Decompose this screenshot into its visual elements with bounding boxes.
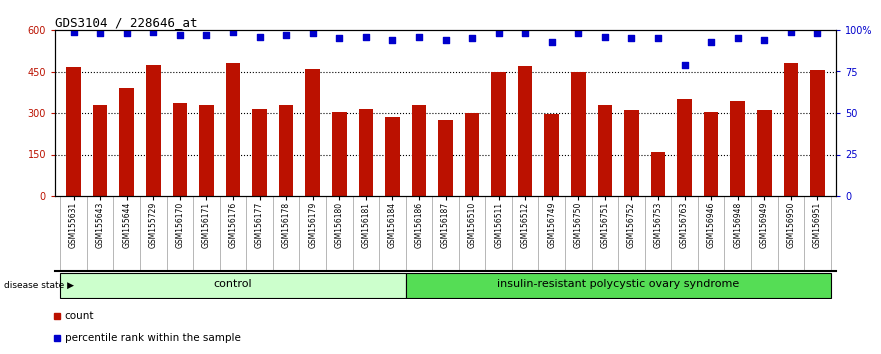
- Bar: [120, 88, 134, 196]
- Text: GSM156176: GSM156176: [228, 202, 238, 248]
- Text: GSM156171: GSM156171: [202, 202, 211, 248]
- Point: [518, 30, 532, 36]
- Text: control: control: [214, 279, 252, 290]
- Point: [412, 34, 426, 40]
- Bar: [332, 112, 346, 196]
- Point: [571, 30, 585, 36]
- Text: GSM155631: GSM155631: [69, 202, 78, 248]
- Text: GSM156170: GSM156170: [175, 202, 184, 248]
- Text: GSM156177: GSM156177: [255, 202, 264, 248]
- Text: GSM156510: GSM156510: [468, 202, 477, 248]
- Point: [332, 35, 346, 41]
- Bar: [492, 72, 506, 196]
- Bar: [306, 69, 320, 196]
- Bar: [677, 99, 692, 196]
- Point: [226, 29, 240, 34]
- Bar: [411, 105, 426, 196]
- Text: GSM156751: GSM156751: [600, 202, 610, 248]
- Text: GSM156950: GSM156950: [787, 202, 796, 249]
- Text: GSM156946: GSM156946: [707, 202, 715, 249]
- Point: [199, 32, 213, 38]
- Bar: [66, 67, 81, 196]
- Bar: [252, 109, 267, 196]
- Point: [173, 32, 187, 38]
- Bar: [278, 105, 293, 196]
- Text: GSM156948: GSM156948: [733, 202, 742, 248]
- Point: [784, 29, 798, 34]
- Bar: [93, 105, 107, 196]
- Point: [625, 35, 639, 41]
- Point: [651, 35, 665, 41]
- Text: GSM156763: GSM156763: [680, 202, 689, 249]
- Text: GSM156187: GSM156187: [441, 202, 450, 248]
- Point: [279, 32, 293, 38]
- Bar: [199, 105, 214, 196]
- Bar: [518, 66, 532, 196]
- Point: [359, 34, 373, 40]
- Point: [67, 29, 81, 34]
- Bar: [405, 273, 831, 298]
- Text: GSM155729: GSM155729: [149, 202, 158, 248]
- Point: [730, 35, 744, 41]
- Point: [93, 30, 107, 36]
- Bar: [730, 101, 745, 196]
- Text: GSM156179: GSM156179: [308, 202, 317, 248]
- Bar: [60, 273, 405, 298]
- Bar: [544, 114, 559, 196]
- Point: [677, 62, 692, 68]
- Bar: [783, 63, 798, 196]
- Bar: [811, 70, 825, 196]
- Bar: [571, 72, 586, 196]
- Bar: [651, 152, 665, 196]
- Point: [146, 29, 160, 34]
- Text: GSM156180: GSM156180: [335, 202, 344, 248]
- Text: count: count: [65, 310, 94, 320]
- Text: percentile rank within the sample: percentile rank within the sample: [65, 333, 241, 343]
- Point: [306, 30, 320, 36]
- Text: GSM156951: GSM156951: [813, 202, 822, 248]
- Text: disease state ▶: disease state ▶: [4, 280, 74, 290]
- Point: [465, 35, 479, 41]
- Text: GSM155643: GSM155643: [96, 202, 105, 249]
- Bar: [226, 63, 241, 196]
- Bar: [385, 117, 400, 196]
- Text: GSM156949: GSM156949: [759, 202, 769, 249]
- Text: GSM156184: GSM156184: [388, 202, 396, 248]
- Bar: [624, 110, 639, 196]
- Point: [385, 37, 399, 43]
- Point: [704, 39, 718, 45]
- Text: GSM156749: GSM156749: [547, 202, 556, 249]
- Text: GSM156512: GSM156512: [521, 202, 529, 248]
- Text: GSM156178: GSM156178: [282, 202, 291, 248]
- Point: [544, 39, 559, 45]
- Bar: [465, 113, 479, 196]
- Point: [439, 37, 453, 43]
- Bar: [146, 64, 160, 196]
- Text: GSM156186: GSM156186: [414, 202, 424, 248]
- Bar: [173, 103, 187, 196]
- Point: [253, 34, 267, 40]
- Text: GSM156511: GSM156511: [494, 202, 503, 248]
- Bar: [757, 110, 772, 196]
- Text: GSM156752: GSM156752: [627, 202, 636, 248]
- Text: GSM156753: GSM156753: [654, 202, 663, 249]
- Text: GSM156750: GSM156750: [574, 202, 583, 249]
- Bar: [438, 120, 453, 196]
- Text: insulin-resistant polycystic ovary syndrome: insulin-resistant polycystic ovary syndr…: [497, 279, 739, 290]
- Bar: [597, 105, 612, 196]
- Point: [758, 37, 772, 43]
- Bar: [359, 109, 374, 196]
- Bar: [704, 112, 718, 196]
- Point: [492, 30, 506, 36]
- Point: [120, 30, 134, 36]
- Point: [598, 34, 612, 40]
- Text: GSM155644: GSM155644: [122, 202, 131, 249]
- Text: GSM156181: GSM156181: [361, 202, 370, 248]
- Point: [811, 30, 825, 36]
- Text: GDS3104 / 228646_at: GDS3104 / 228646_at: [55, 16, 197, 29]
